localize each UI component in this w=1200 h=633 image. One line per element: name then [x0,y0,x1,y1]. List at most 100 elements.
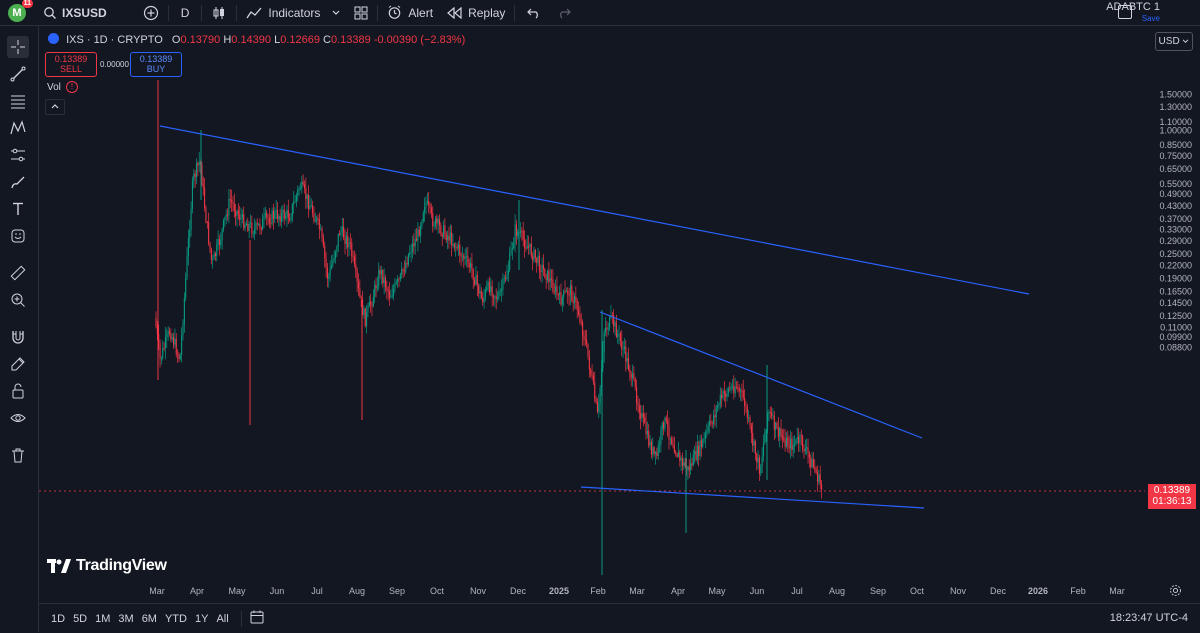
candle-body [757,457,759,463]
candle-body [159,343,161,359]
pattern-icon [10,120,26,135]
candle-body [726,393,728,397]
range-3m-button[interactable]: 3M [118,612,134,625]
trendline-tool[interactable] [7,63,29,85]
candle-body [582,322,584,336]
candle-body [213,253,215,260]
compare-button[interactable] [136,0,166,25]
candle-body [407,254,409,265]
stay-in-drawing-tool[interactable] [7,353,29,375]
candle-body [795,439,797,444]
symbol-legend[interactable]: IXS · 1D · CRYPTO O0.13790 H0.14390 L0.1… [48,33,465,46]
indicators-button[interactable]: Indicators [239,0,347,25]
wedge-lower-trendline[interactable] [580,486,925,509]
candle-body [244,224,246,229]
candle-body [646,431,648,435]
chart-settings-button[interactable] [1169,584,1182,600]
candle-body [268,218,270,224]
brush-tool[interactable] [7,171,29,193]
candle-body [529,243,531,248]
icon-tool[interactable] [7,225,29,247]
candle-body [819,474,821,485]
warning-icon[interactable]: ! [66,81,78,93]
volume-indicator-label[interactable]: Vol [47,82,61,93]
divider [377,4,379,21]
crosshair-tool[interactable] [7,36,29,58]
layout-name[interactable]: ADABTC 1 Save [1106,2,1160,24]
range-1m-button[interactable]: 1M [95,612,111,625]
forecast-tool[interactable] [7,144,29,166]
candle-body [772,415,774,417]
horizontal-lines-icon [11,95,25,109]
candle-body [289,218,291,221]
remove-drawings-tool[interactable] [7,444,29,466]
candle-body [634,379,636,388]
candle-body [164,337,166,349]
candle-body [191,180,193,209]
collapse-legend-button[interactable] [45,99,65,115]
range-1d-button[interactable]: 1D [51,612,66,625]
wedge-upper-trendline[interactable] [599,311,923,439]
smiley-icon [11,229,25,243]
measure-tool[interactable] [7,262,29,284]
lock-tool[interactable] [7,380,29,402]
candle-body [699,440,701,456]
candle-body [734,386,736,394]
chart-type-button[interactable] [204,0,234,25]
layouts-button[interactable] [347,0,375,25]
candle-body [178,354,180,359]
candle-body [802,436,804,449]
candle-body [364,308,366,327]
candle-body [351,242,353,257]
candle-body [287,209,289,219]
pattern-tool[interactable] [7,117,29,139]
symbol-search[interactable]: IXSUSD [36,0,114,25]
candle-body [810,457,812,468]
candle-body [402,269,404,271]
candle-body [792,444,794,451]
tradingview-logo[interactable]: TradingView [47,557,167,575]
clock[interactable]: 18:23:47 UTC-4 [1109,612,1188,624]
candle-body [434,218,436,226]
replay-button[interactable]: Replay [440,0,512,25]
goto-date-button[interactable] [250,610,264,627]
candle-body [680,458,682,461]
interval-button[interactable]: D [180,5,190,20]
candle-body [313,213,315,222]
gear-icon [1170,585,1181,596]
candle-body [264,213,266,216]
buy-button[interactable]: 0.13389 BUY [130,52,182,77]
sell-button[interactable]: 0.13389 SELL [45,52,97,77]
candle-body [387,289,389,292]
redo-button[interactable] [551,0,577,25]
range-ytd-button[interactable]: YTD [164,612,187,625]
visibility-tool[interactable] [7,407,29,429]
candle-body [501,289,503,292]
last-price: 0.13389 [1153,485,1191,496]
magnet-tool[interactable] [7,326,29,348]
candle-body [505,277,507,280]
range-all-button[interactable]: All [216,612,229,625]
candle-body [448,235,450,241]
candle-body [654,452,657,454]
price-axis-label: 0.75000 [1159,151,1192,161]
candle-body [796,437,798,440]
zoom-tool[interactable] [7,289,29,311]
text-tool[interactable] [7,198,29,220]
range-5d-button[interactable]: 5D [73,612,88,625]
layout-select-checkbox[interactable] [1118,5,1132,19]
currency-select[interactable]: USD [1155,32,1193,51]
buy-label: BUY [146,64,166,74]
upper-trendline[interactable] [159,125,1030,295]
undo-button[interactable] [517,0,551,25]
candle-body [761,456,763,466]
user-avatar[interactable]: M 11 [8,0,33,22]
candle-body [301,181,303,189]
candle-body [463,255,465,259]
candle-body [272,210,274,219]
alert-button[interactable]: Alert [380,0,440,25]
range-1y-button[interactable]: 1Y [194,612,209,625]
fib-tool[interactable] [7,90,29,112]
range-6m-button[interactable]: 6M [141,612,157,625]
